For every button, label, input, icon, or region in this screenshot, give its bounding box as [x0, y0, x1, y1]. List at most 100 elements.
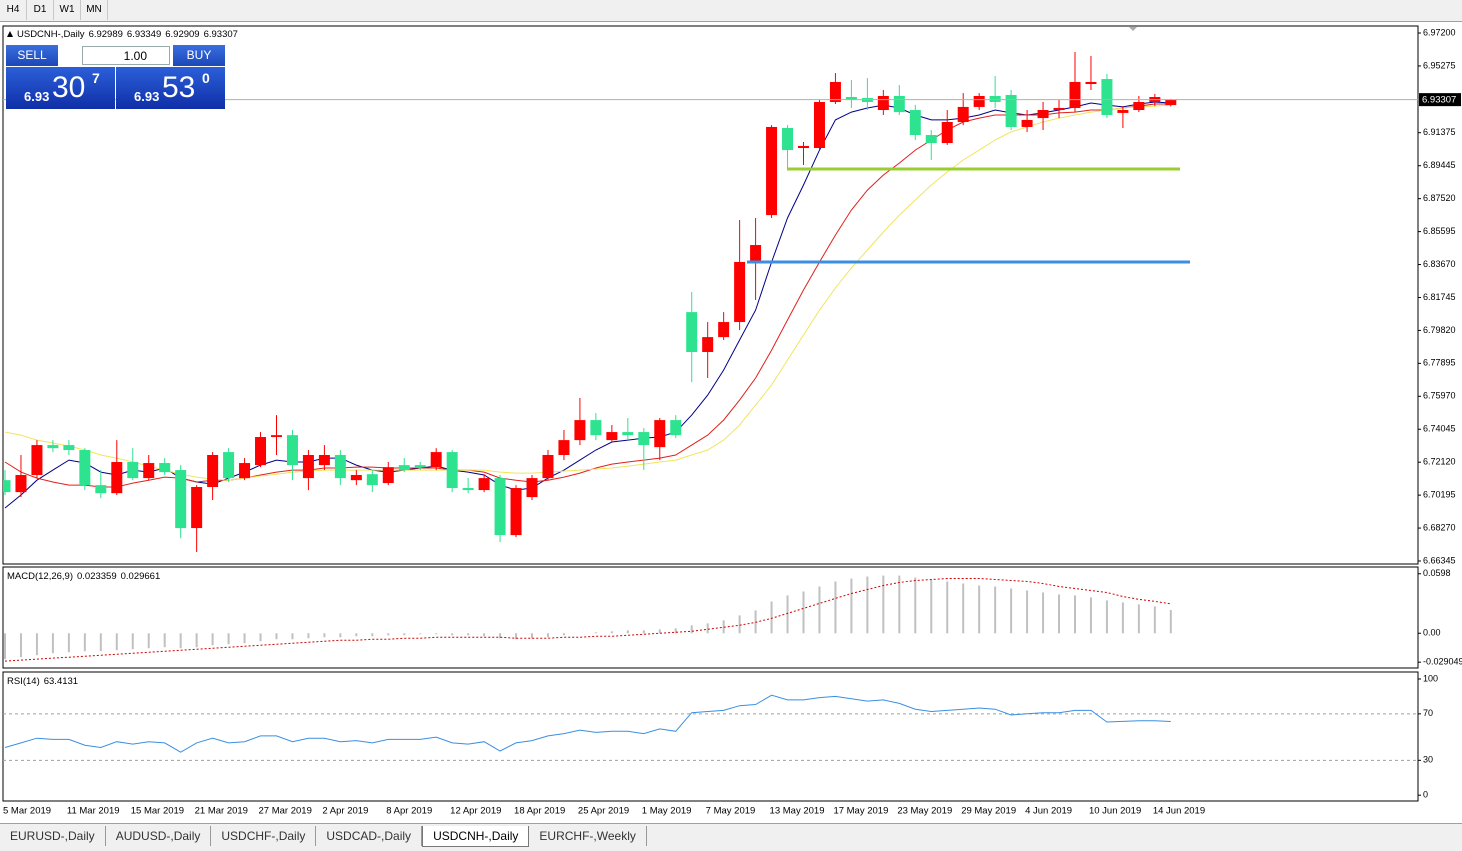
- candle-body: [382, 467, 394, 484]
- candle-body: [47, 445, 59, 449]
- timeframe-button[interactable]: H4: [0, 0, 27, 20]
- x-tick-label: 14 Jun 2019: [1153, 806, 1205, 817]
- candle-body: [15, 475, 27, 493]
- candle-body: [462, 488, 474, 491]
- candle-body: [446, 452, 458, 489]
- candle-body: [127, 462, 139, 479]
- chart-tab[interactable]: AUDUSD-,Daily: [106, 826, 212, 846]
- candle-body: [1053, 107, 1065, 111]
- candle-body: [750, 245, 762, 262]
- candle-body: [79, 450, 91, 486]
- candle-body: [286, 435, 298, 466]
- buy-button[interactable]: BUY: [173, 45, 225, 66]
- candle-body: [223, 452, 235, 479]
- candle-body: [718, 322, 730, 338]
- y-tick-label: 0: [1423, 790, 1428, 800]
- x-tick-label: 23 May 2019: [897, 806, 952, 817]
- big-figure: 6.93: [134, 89, 160, 104]
- bid-quote[interactable]: 6.93 30 7: [6, 67, 115, 109]
- price-tag: [1419, 93, 1461, 107]
- x-tick-label: 21 Mar 2019: [195, 806, 248, 817]
- candle-body: [877, 95, 889, 111]
- candle-body: [829, 81, 841, 102]
- panel-frame: [2, 671, 1419, 802]
- candle-body: [989, 95, 1001, 102]
- candle-body: [478, 478, 490, 491]
- panel-plot: [3, 694, 1418, 761]
- candle-body: [813, 101, 825, 149]
- candle-body: [191, 486, 203, 529]
- candle-body: [542, 454, 554, 479]
- y-tick-label: 6.95275: [1423, 60, 1456, 70]
- candle-body: [239, 463, 251, 479]
- x-tick-label: 5 Mar 2019: [3, 806, 51, 817]
- candle-body: [845, 97, 857, 100]
- candle-body: [973, 95, 985, 107]
- y-tick-label: -0.029049: [1423, 657, 1462, 667]
- y-tick-label: 6.74045: [1423, 424, 1456, 434]
- x-tick-label: 12 Apr 2019: [450, 806, 501, 817]
- candle-body: [558, 440, 570, 455]
- x-tick-label: 11 Mar 2019: [67, 806, 120, 817]
- candle-body: [31, 445, 43, 476]
- candle-body: [270, 435, 282, 438]
- candle-body: [1117, 110, 1129, 113]
- timeframe-button[interactable]: MN: [81, 0, 108, 20]
- x-tick-label: 18 Apr 2019: [514, 806, 565, 817]
- candle-body: [925, 135, 937, 144]
- candle-body: [95, 485, 107, 494]
- candle-body: [638, 432, 650, 446]
- y-tick-label: 30: [1423, 755, 1433, 765]
- candle-body: [207, 454, 219, 487]
- sell-button[interactable]: SELL: [6, 45, 58, 66]
- x-tick-label: 15 Mar 2019: [131, 806, 184, 817]
- y-tick-label: 6.70195: [1423, 489, 1456, 499]
- lot-input[interactable]: 1.00: [82, 46, 170, 65]
- panel-plot: [4, 575, 1172, 662]
- chart-tab[interactable]: USDCNH-,Daily: [422, 826, 530, 847]
- y-tick-label: 6.87520: [1423, 193, 1456, 203]
- panel-frame: [2, 566, 1419, 669]
- y-tick-label: 6.97200: [1423, 27, 1456, 37]
- candle-body: [574, 420, 586, 441]
- y-tick-label: 6.68270: [1423, 522, 1456, 532]
- candle-body: [366, 474, 378, 486]
- candle-body: [1037, 110, 1049, 119]
- candle-body: [63, 445, 75, 451]
- x-tick-label: 2 Apr 2019: [322, 806, 368, 817]
- y-tick-label: 6.85595: [1423, 226, 1456, 236]
- chart-tab[interactable]: USDCAD-,Daily: [316, 826, 423, 846]
- timeframe-button[interactable]: D1: [27, 0, 54, 20]
- y-tick-label: 6.81745: [1423, 292, 1456, 302]
- candle-body: [318, 454, 330, 466]
- x-tick-label: 10 Jun 2019: [1089, 806, 1141, 817]
- pips: 53: [162, 71, 196, 104]
- y-tick-label: 6.83670: [1423, 259, 1456, 269]
- candle-body: [702, 337, 714, 352]
- candle-body: [3, 480, 11, 493]
- candle-body: [175, 470, 187, 529]
- candle-body: [766, 126, 778, 216]
- ask-quote[interactable]: 6.93 53 0: [116, 67, 225, 109]
- point: 7: [92, 70, 100, 86]
- chart-tab[interactable]: USDCHF-,Daily: [211, 826, 317, 846]
- one-click-trading: SELL 1.00 BUY 6.93 30 7 6.93 53 0: [6, 45, 225, 109]
- candle-body: [957, 106, 969, 122]
- timeframe-button[interactable]: W1: [54, 0, 81, 20]
- candle-body: [606, 432, 618, 441]
- moving-average: [4, 104, 1171, 481]
- chart-tabs: EURUSD-,Daily AUDUSD-,Daily USDCHF-,Dail…: [0, 823, 1462, 851]
- candle-body: [350, 475, 362, 481]
- chart-tab[interactable]: EURCHF-,Weekly: [529, 826, 647, 846]
- chart-tab[interactable]: EURUSD-,Daily: [0, 826, 106, 846]
- candle-body: [909, 110, 921, 136]
- panel-plot: [3, 52, 1190, 553]
- moving-average: [4, 103, 1171, 488]
- candle-body: [159, 463, 171, 473]
- rsi-line: [4, 694, 1171, 753]
- candle-body: [1021, 119, 1033, 127]
- candle-body: [398, 465, 410, 471]
- candle-body: [430, 452, 442, 468]
